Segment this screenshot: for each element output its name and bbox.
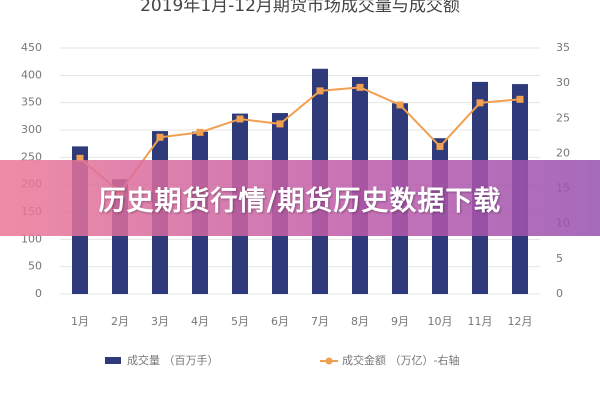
y-tick-label: 300 [21, 123, 42, 136]
x-tick-label: 3月 [151, 315, 169, 328]
y2-tick-label: 5 [556, 252, 563, 265]
x-tick-label: 4月 [191, 315, 209, 328]
x-tick-label: 2月 [111, 315, 129, 328]
line-marker [356, 83, 364, 91]
y2-tick-label: 35 [556, 41, 570, 54]
y-tick-label: 350 [21, 96, 42, 109]
banner-text: 历史期货行情/期货历史数据下载 [98, 185, 502, 217]
line-marker [516, 95, 524, 103]
line-marker [236, 115, 244, 123]
x-tick-label: 7月 [311, 315, 329, 328]
y2-tick-label: 20 [556, 146, 570, 159]
x-tick-label: 11月 [468, 315, 493, 328]
y-tick-label: 50 [28, 260, 42, 273]
x-tick-label: 8月 [351, 315, 369, 328]
x-tick-label: 10月 [428, 315, 453, 328]
line-marker [396, 101, 404, 109]
line-marker [436, 142, 444, 150]
line-marker [76, 154, 84, 162]
banner: 历史期货行情/期货历史数据下载 [0, 160, 600, 236]
legend-swatch [105, 357, 121, 364]
y2-tick-label: 25 [556, 111, 570, 124]
line [79, 86, 521, 194]
y2-tick-label: 0 [556, 287, 563, 300]
legend-label: 成交量 （百万手） [127, 353, 219, 367]
x-tick-label: 5月 [231, 315, 249, 328]
x-tick-label: 9月 [391, 315, 409, 328]
chart-title: 2019年1月-12月期货市场成交量与成交额 [140, 0, 460, 16]
x-tick-label: 6月 [271, 315, 289, 328]
x-tick-label: 12月 [508, 315, 533, 328]
line-marker [196, 128, 204, 136]
legend-swatch [325, 357, 333, 365]
line-marker [316, 87, 324, 95]
line-marker [156, 133, 164, 141]
y-tick-label: 450 [21, 41, 42, 54]
legend-label: 成交金额 （万亿）-右轴 [342, 353, 459, 367]
y-tick-label: 400 [21, 68, 42, 81]
x-tick-label: 1月 [71, 315, 89, 328]
y-tick-label: 0 [35, 287, 42, 300]
line-marker [276, 120, 284, 128]
line-marker [476, 99, 484, 107]
y2-tick-label: 30 [556, 76, 570, 89]
